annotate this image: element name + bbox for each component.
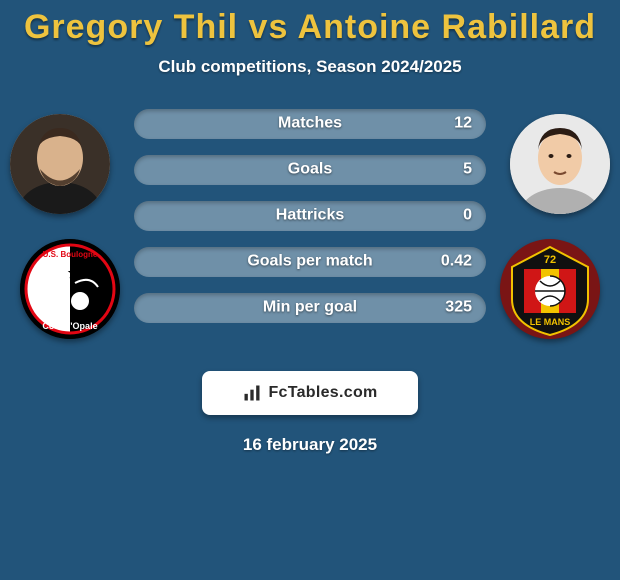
stat-label: Matches bbox=[278, 115, 342, 133]
club-right-badge: LE MANS 72 bbox=[500, 239, 600, 339]
bar-chart-icon bbox=[242, 383, 262, 403]
stat-row: Matches 12 bbox=[134, 109, 486, 139]
stat-row: Goals per match 0.42 bbox=[134, 247, 486, 277]
club-badge-icon: Côte d'Opale U.S. Boulogne bbox=[20, 239, 120, 339]
club-left-badge: Côte d'Opale U.S. Boulogne bbox=[20, 239, 120, 339]
stat-label: Hattricks bbox=[276, 207, 344, 225]
page-title: Gregory Thil vs Antoine Rabillard bbox=[0, 8, 620, 47]
club-badge-icon: LE MANS 72 bbox=[500, 239, 600, 339]
stat-label: Goals bbox=[288, 161, 332, 179]
stat-value: 12 bbox=[454, 115, 472, 133]
stat-label: Min per goal bbox=[263, 299, 357, 317]
page-subtitle: Club competitions, Season 2024/2025 bbox=[0, 57, 620, 77]
date-text: 16 february 2025 bbox=[0, 435, 620, 455]
player-left-avatar bbox=[10, 114, 110, 214]
stat-row: Goals 5 bbox=[134, 155, 486, 185]
svg-text:LE MANS: LE MANS bbox=[530, 317, 571, 327]
svg-text:U.S. Boulogne: U.S. Boulogne bbox=[43, 250, 98, 259]
stat-bars: Matches 12 Goals 5 Hattricks 0 Goals per… bbox=[134, 109, 486, 339]
brand-badge: FcTables.com bbox=[202, 371, 418, 415]
avatar-illustration bbox=[10, 114, 110, 214]
comparison-card: Gregory Thil vs Antoine Rabillard Club c… bbox=[0, 0, 620, 455]
avatar-illustration bbox=[510, 114, 610, 214]
svg-text:Côte d'Opale: Côte d'Opale bbox=[42, 321, 97, 331]
stat-value: 0 bbox=[463, 207, 472, 225]
main-panel: Côte d'Opale U.S. Boulogne LE MANS 72 bbox=[0, 109, 620, 349]
svg-text:72: 72 bbox=[544, 254, 556, 266]
stat-row: Min per goal 325 bbox=[134, 293, 486, 323]
stat-value: 0.42 bbox=[441, 253, 472, 271]
player-right-avatar bbox=[510, 114, 610, 214]
stat-label: Goals per match bbox=[247, 253, 372, 271]
brand-text: FcTables.com bbox=[268, 384, 377, 402]
stat-row: Hattricks 0 bbox=[134, 201, 486, 231]
stat-value: 325 bbox=[445, 299, 472, 317]
stat-value: 5 bbox=[463, 161, 472, 179]
